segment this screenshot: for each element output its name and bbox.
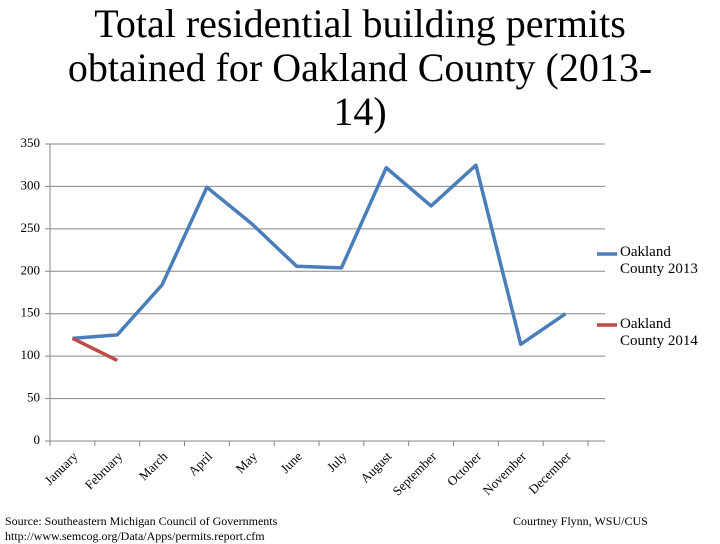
series-line [71,336,119,362]
x-tick-label: June [277,448,305,476]
legend-label: Oakland County 2014 [620,316,698,349]
x-tick-label: April [185,448,215,478]
chart-title: Total residential building permits obtai… [67,1,653,134]
credit: Courtney Flynn, WSU/CUS [513,514,648,528]
y-tick-label: 100 [21,347,41,362]
y-tick-label: 250 [21,220,41,235]
x-tick-label: August [357,448,394,485]
y-tick-label: 50 [27,390,40,405]
x-tick-label: July [324,448,350,474]
legend-label: Oakland County 2013 [620,244,698,277]
y-tick-label: 150 [21,305,41,320]
source: Source: Southeastern Michigan Council of… [5,514,278,528]
x-tick-label: May [233,448,261,476]
x-tick-label: November [480,448,530,498]
url: http://www.semcog.org/Data/Apps/permits.… [5,529,265,543]
x-tick-label: October [444,448,485,489]
x-tick-label: September [389,448,439,498]
x-tick-label: January [41,448,81,488]
y-tick-label: 200 [21,262,41,277]
y-tick-label: 300 [21,177,41,192]
y-tick-label: 0 [34,432,41,447]
x-tick-label: February [82,448,126,492]
x-tick-label: December [525,448,574,497]
x-tick-label: March [136,448,171,483]
y-tick-label: 350 [21,135,41,150]
series-line [72,163,567,347]
